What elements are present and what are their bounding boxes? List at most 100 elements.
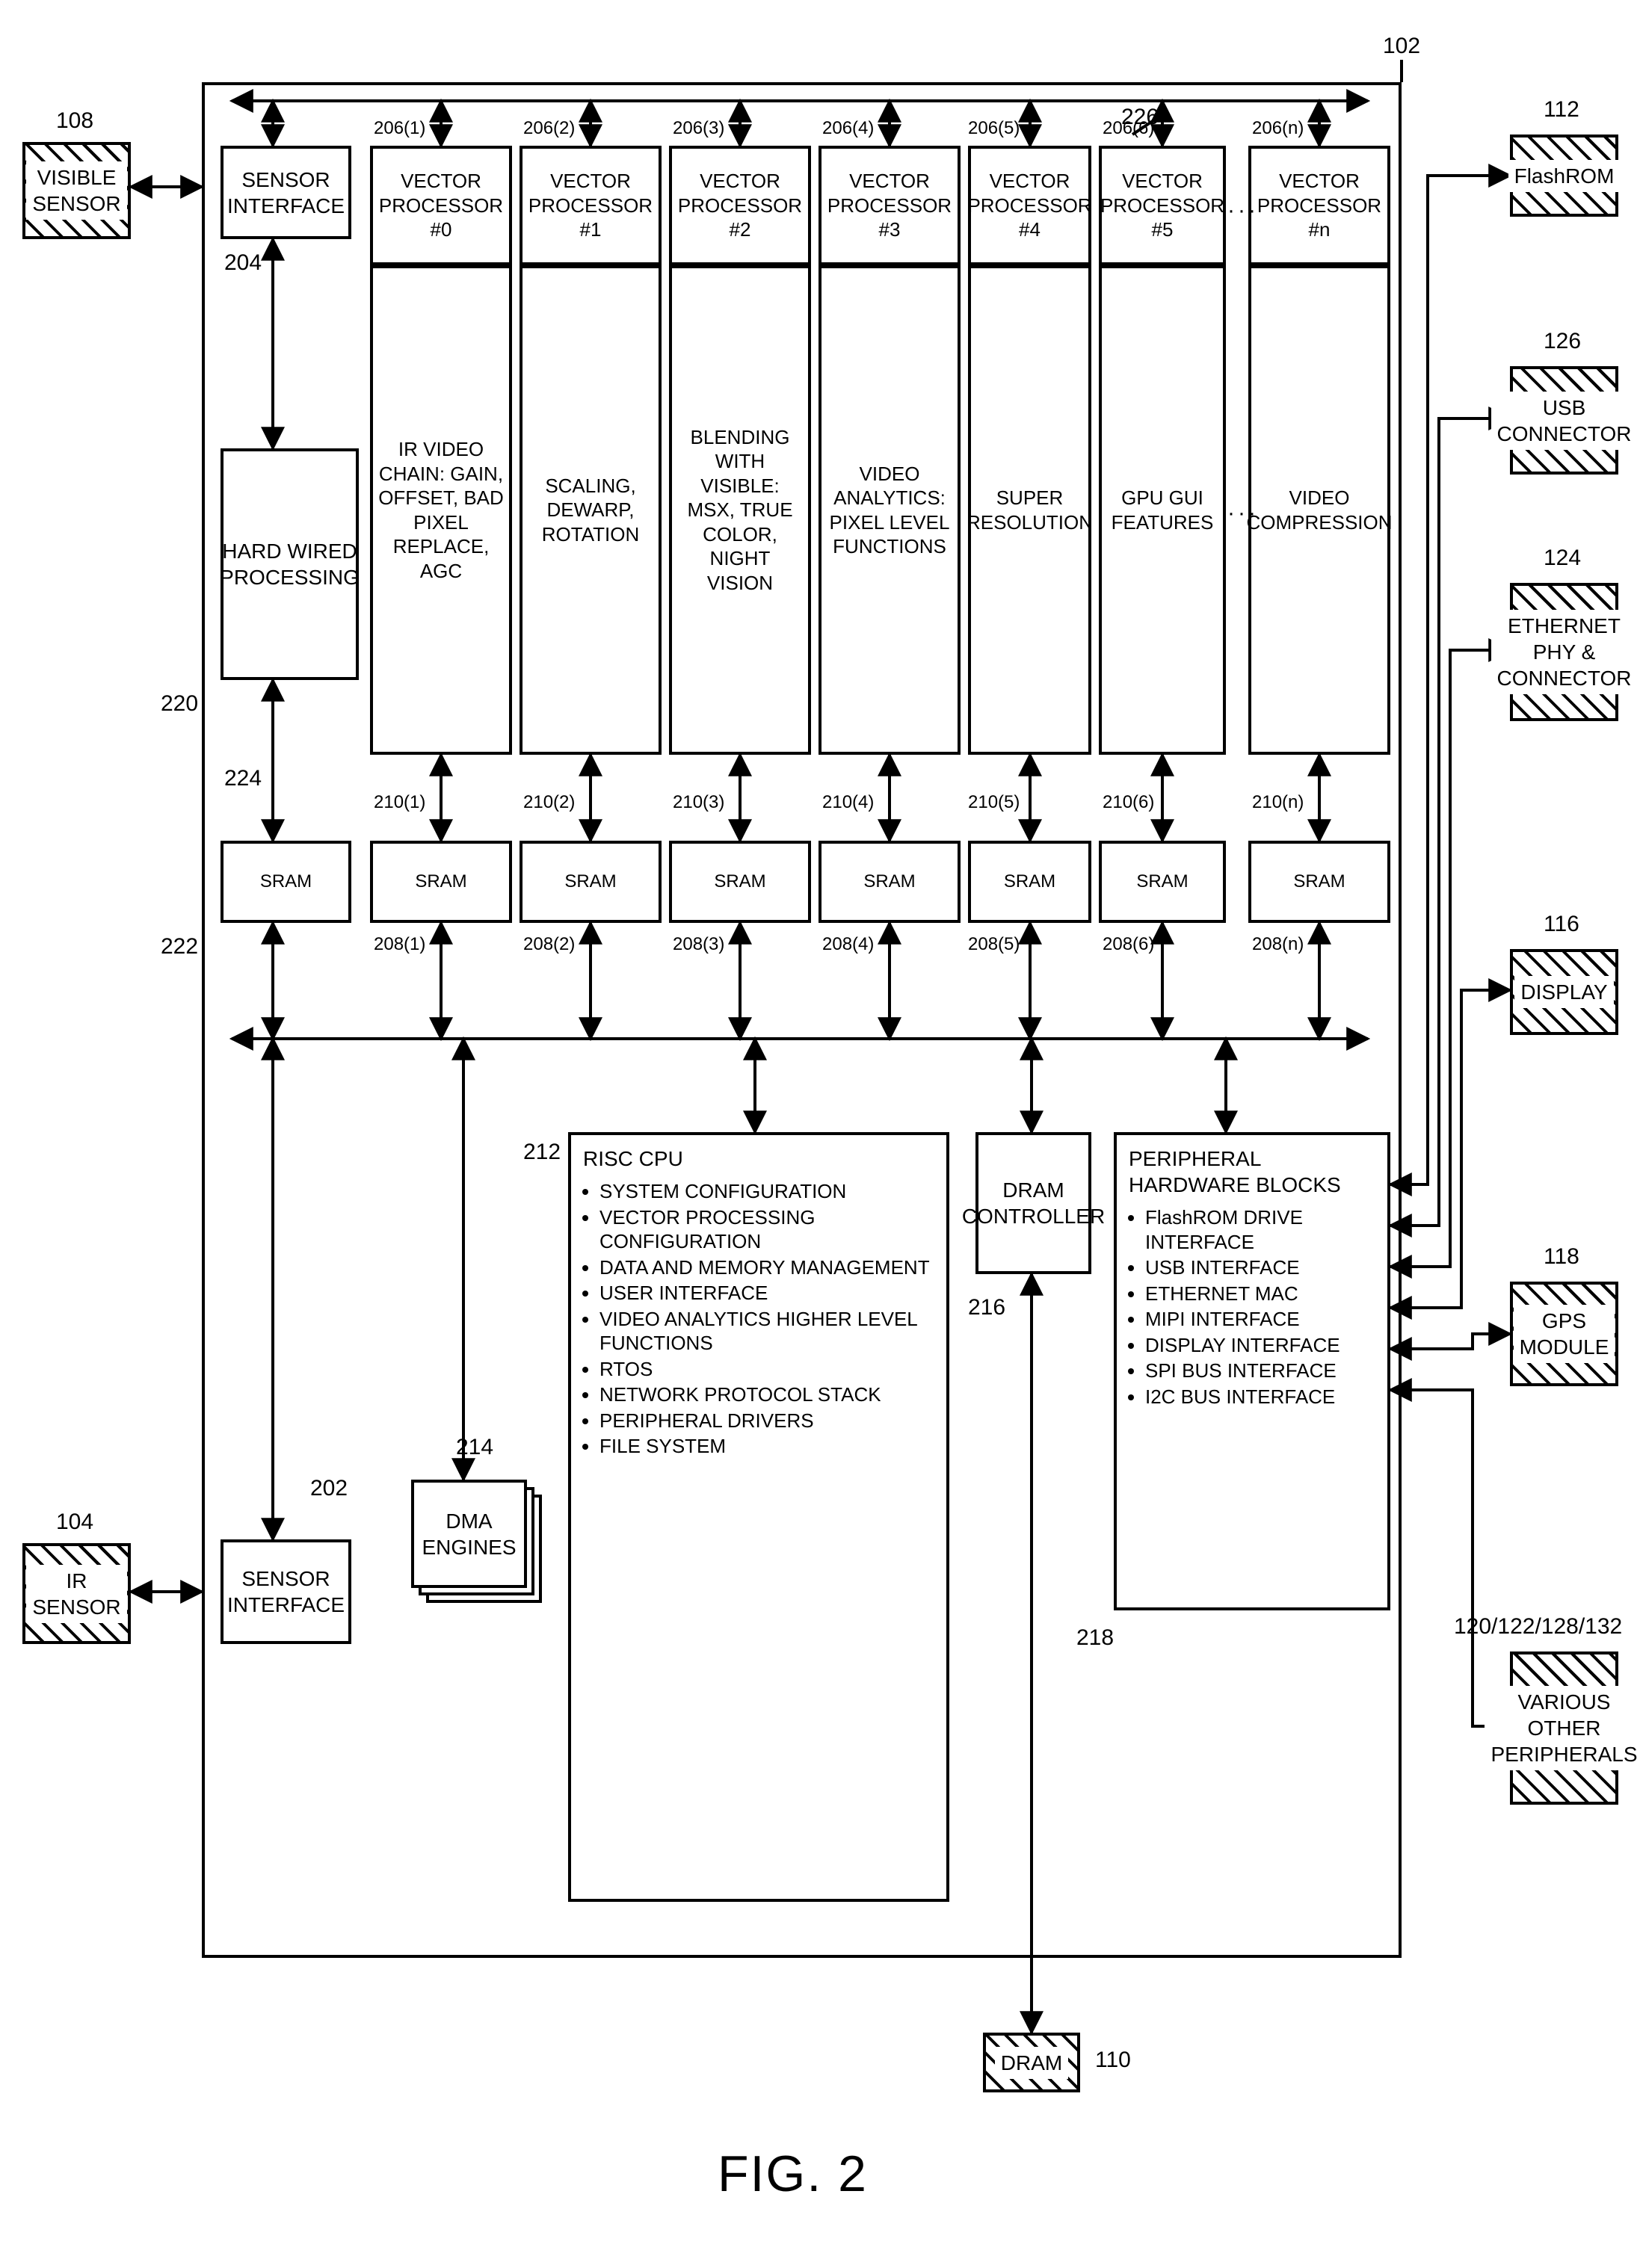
ref-112: 112 — [1544, 97, 1579, 123]
ref-206-5: 206(5) — [968, 118, 1020, 139]
risc-item: NETWORK PROTOCOL STACK — [599, 1382, 934, 1407]
sram-5: SRAM — [1099, 841, 1226, 923]
vp0-desc: IR VIDEO CHAIN: GAIN, OFFSET, BAD PIXEL … — [370, 265, 512, 755]
ref-104: 104 — [56, 1510, 93, 1535]
dram-box: DRAM — [983, 2033, 1080, 2092]
sram-left: SRAM — [221, 841, 351, 923]
sensor-interface-bottom: SENSOR INTERFACE — [221, 1539, 351, 1644]
risc-list: SYSTEM CONFIGURATION VECTOR PROCESSING C… — [583, 1178, 934, 1460]
visible-sensor-box: VISIBLE SENSOR — [22, 142, 131, 239]
sensor-interface-bottom-label: SENSOR INTERFACE — [227, 1566, 345, 1618]
sram-3-label: SRAM — [863, 871, 915, 893]
risc-item: FILE SYSTEM — [599, 1434, 934, 1459]
figure-label: FIG. 2 — [718, 2145, 868, 2203]
periph-item: FlashROM DRIVE INTERFACE — [1145, 1205, 1375, 1254]
sensor-interface-top: SENSOR INTERFACE — [221, 146, 351, 239]
periph-item: USB INTERFACE — [1145, 1255, 1375, 1280]
ref-224: 224 — [224, 766, 262, 791]
sram-2: SRAM — [669, 841, 811, 923]
gps-label: GPS MODULE — [1514, 1305, 1615, 1363]
ref-202: 202 — [310, 1476, 348, 1501]
vpn-title: VECTOR PROCESSOR #n — [1248, 146, 1390, 265]
sram-4: SRAM — [968, 841, 1091, 923]
hard-wired-processing-label: HARD WIRED PROCESSING — [220, 538, 360, 590]
ref-206-n: 206(n) — [1252, 118, 1304, 139]
sram-3: SRAM — [819, 841, 961, 923]
sram-2-label: SRAM — [714, 871, 765, 893]
vp1-desc: SCALING, DEWARP, ROTATION — [520, 265, 662, 755]
dma-engines-label: DMA ENGINES — [419, 1508, 520, 1560]
ref-214: 214 — [456, 1435, 493, 1460]
vp1-desc-text: SCALING, DEWARP, ROTATION — [527, 474, 654, 547]
vp0-title: VECTOR PROCESSOR #0 — [370, 146, 512, 265]
ref-210-4: 210(4) — [822, 792, 874, 813]
ref-206-6: 206(6) — [1103, 118, 1154, 139]
vp2-title: VECTOR PROCESSOR #2 — [669, 146, 811, 265]
risc-item: DATA AND MEMORY MANAGEMENT — [599, 1255, 934, 1280]
vp2-desc: BLENDING WITH VISIBLE: MSX, TRUE COLOR, … — [669, 265, 811, 755]
usb-connector-box: USB CONNECTOR — [1510, 366, 1618, 475]
sram-0-label: SRAM — [415, 871, 466, 893]
periph-item: SPI BUS INTERFACE — [1145, 1359, 1375, 1383]
ref-126: 126 — [1544, 329, 1581, 354]
ref-210-6: 210(6) — [1103, 792, 1154, 813]
vp0-desc-text: IR VIDEO CHAIN: GAIN, OFFSET, BAD PIXEL … — [377, 437, 505, 583]
ref-204: 204 — [224, 250, 262, 276]
risc-title: RISC CPU — [583, 1146, 683, 1172]
vp2-desc-text: BLENDING WITH VISIBLE: MSX, TRUE COLOR, … — [676, 425, 804, 596]
ethernet-label: ETHERNET PHY & CONNECTOR — [1491, 610, 1638, 694]
risc-item: USER INTERFACE — [599, 1281, 934, 1306]
periph-item: DISPLAY INTERFACE — [1145, 1333, 1375, 1358]
sram-n: SRAM — [1248, 841, 1390, 923]
vpn-desc: VIDEO COMPRESSION — [1248, 265, 1390, 755]
risc-item: RTOS — [599, 1357, 934, 1382]
flashrom-label: FlashROM — [1508, 160, 1621, 192]
visible-sensor-label: VISIBLE SENSOR — [26, 161, 126, 220]
ref-120: 120/122/128/132 — [1454, 1614, 1622, 1640]
periph-title: PERIPHERAL HARDWARE BLOCKS — [1129, 1146, 1375, 1198]
risc-item: PERIPHERAL DRIVERS — [599, 1409, 934, 1433]
other-periph-label: VARIOUS OTHER PERIPHERALS — [1485, 1686, 1640, 1770]
vp2-title-text: VECTOR PROCESSOR #2 — [676, 169, 804, 242]
ref-210-3: 210(3) — [673, 792, 724, 813]
vp4-desc: SUPER RESOLUTION — [968, 265, 1091, 755]
hard-wired-processing: HARD WIRED PROCESSING — [221, 448, 359, 680]
ref-208-6: 208(6) — [1103, 934, 1154, 955]
vp4-desc-text: SUPER RESOLUTION — [967, 486, 1093, 534]
ref-212: 212 — [523, 1140, 561, 1165]
display-box: DISPLAY — [1510, 949, 1618, 1035]
ref-216: 216 — [968, 1295, 1005, 1320]
sram-0: SRAM — [370, 841, 512, 923]
ref-206-3: 206(3) — [673, 118, 724, 139]
ref-208-4: 208(4) — [822, 934, 874, 955]
ref-208-1: 208(1) — [374, 934, 425, 955]
vp5-title: VECTOR PROCESSOR #5 — [1099, 146, 1226, 265]
ref-210-1: 210(1) — [374, 792, 425, 813]
sram-1: SRAM — [520, 841, 662, 923]
vp3-title-text: VECTOR PROCESSOR #3 — [826, 169, 953, 242]
sram-5-label: SRAM — [1136, 871, 1188, 893]
vp4-title: VECTOR PROCESSOR #4 — [968, 146, 1091, 265]
usb-connector-label: USB CONNECTOR — [1491, 392, 1638, 450]
vp3-title: VECTOR PROCESSOR #3 — [819, 146, 961, 265]
ref-116: 116 — [1544, 912, 1579, 937]
ref-206-2: 206(2) — [523, 118, 575, 139]
display-label: DISPLAY — [1514, 976, 1613, 1008]
ref-108: 108 — [56, 108, 93, 134]
ref-220: 220 — [161, 691, 198, 717]
vp1-title-text: VECTOR PROCESSOR #1 — [527, 169, 654, 242]
periph-item: I2C BUS INTERFACE — [1145, 1385, 1375, 1409]
ref-218: 218 — [1076, 1625, 1114, 1651]
dram-controller-label: DRAM CONTROLLER — [962, 1177, 1105, 1229]
vp4-title-text: VECTOR PROCESSOR #4 — [967, 169, 1091, 242]
risc-item: SYSTEM CONFIGURATION — [599, 1179, 934, 1204]
other-periph-box: VARIOUS OTHER PERIPHERALS — [1510, 1651, 1618, 1805]
vp5-desc-text: GPU GUI FEATURES — [1106, 486, 1218, 534]
ref-210-n: 210(n) — [1252, 792, 1304, 813]
vp3-desc: VIDEO ANALYTICS: PIXEL LEVEL FUNCTIONS — [819, 265, 961, 755]
sram-left-label: SRAM — [260, 871, 312, 893]
risc-item: VIDEO ANALYTICS HIGHER LEVEL FUNCTIONS — [599, 1307, 934, 1356]
ref-208-n: 208(n) — [1252, 934, 1304, 955]
sram-1-label: SRAM — [564, 871, 616, 893]
ref-210-5: 210(5) — [968, 792, 1020, 813]
